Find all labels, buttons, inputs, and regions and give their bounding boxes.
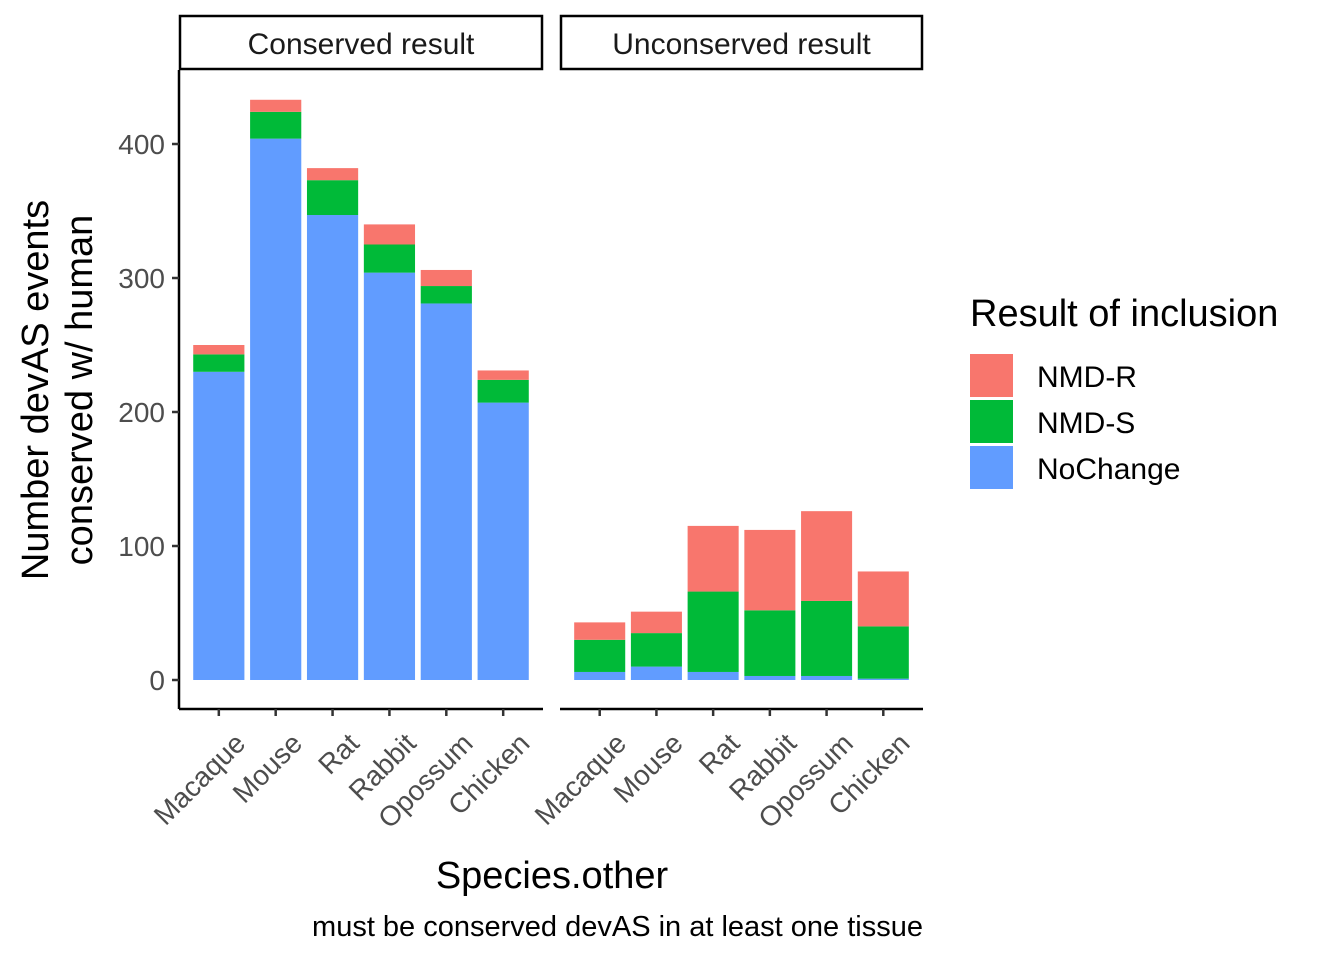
bar-nmd-s-opossum: [801, 600, 853, 676]
facet-strip-box: [559, 14, 924, 71]
legend-title: Result of inclusion: [970, 293, 1278, 335]
y-axis-title-line-2: conserved w/ human: [59, 215, 101, 566]
y-axis-title: Number devAS events conserved w/ human: [15, 200, 101, 580]
bar-nochange-rat: [687, 671, 739, 680]
bar-nochange-chicken: [857, 678, 909, 680]
legend-keys: NMD-R NMD-S NoChange: [970, 354, 1180, 489]
bar-nochange-opossum: [801, 675, 853, 680]
bar-nochange-rat: [306, 215, 359, 680]
bar-nmd-r-chicken: [857, 571, 909, 627]
bar-nmd-s-rat: [306, 180, 359, 216]
bar-nmd-r-rat: [687, 525, 739, 592]
legend-swatch: [970, 354, 1013, 397]
legend-label: NoChange: [1037, 453, 1180, 486]
y-tick-label: 300: [118, 263, 165, 294]
y-axis-title-line-1: Number devAS events: [15, 200, 57, 580]
bar-nmd-r-chicken: [477, 370, 529, 380]
bar-nmd-r-opossum: [420, 269, 472, 287]
bar-nochange-rabbit: [744, 675, 796, 680]
bar-nmd-s-chicken: [477, 379, 529, 403]
bar-nmd-r-macaque: [574, 622, 626, 640]
bar-nmd-s-opossum: [420, 286, 472, 304]
bar-nmd-s-rat: [687, 591, 739, 672]
bars: [193, 99, 529, 680]
facet-strip-label: Conserved result: [248, 28, 475, 61]
facet-strip-box: [178, 14, 544, 71]
bar-nmd-r-rabbit: [363, 224, 416, 245]
facet-strip-label: Unconserved result: [612, 28, 871, 61]
legend: Result of inclusion NMD-R NMD-S NoChange: [970, 293, 1278, 489]
bar-nochange-rabbit: [363, 272, 416, 680]
bar-nochange-mouse: [630, 666, 682, 680]
legend-swatch: [970, 400, 1013, 443]
bar-nochange-macaque: [574, 671, 626, 680]
bar-nmd-r-rabbit: [744, 529, 796, 611]
caption: must be conserved devAS in at least one …: [312, 911, 923, 943]
bar-nmd-s-macaque: [574, 639, 626, 672]
bar-nmd-r-rat: [306, 168, 359, 181]
bar-nmd-r-mouse: [630, 611, 682, 634]
bar-nochange-opossum: [420, 303, 472, 680]
facet-strip: Unconserved result: [559, 14, 924, 71]
bar-nmd-s-chicken: [857, 626, 909, 679]
bar-nochange-macaque: [193, 371, 245, 680]
y-axis: 0 100 200 300 400: [118, 70, 181, 709]
legend-swatch: [970, 446, 1013, 489]
bar-nmd-s-macaque: [193, 354, 245, 372]
bar-nochange-chicken: [477, 402, 529, 680]
facet-strip: Conserved result: [178, 14, 544, 71]
x-axis-title: Species.other: [436, 855, 669, 897]
legend-label: NMD-R: [1037, 361, 1137, 394]
legend-entry-nmd-r: NMD-R: [970, 354, 1137, 397]
bar-nmd-r-mouse: [250, 99, 302, 112]
bar-nmd-s-rabbit: [744, 610, 796, 676]
legend-entry-nmd-s: NMD-S: [970, 400, 1135, 443]
y-tick-label: 400: [118, 129, 165, 160]
legend-label: NMD-S: [1037, 407, 1135, 440]
bar-nmd-r-macaque: [193, 345, 245, 355]
bar-nochange-mouse: [250, 138, 302, 680]
bar-nmd-r-opossum: [801, 511, 853, 601]
bar-nmd-s-mouse: [250, 111, 302, 139]
y-tick-label: 200: [118, 397, 165, 428]
y-tick-label: 0: [149, 665, 165, 696]
bar-nmd-s-rabbit: [363, 244, 416, 273]
y-tick-label: 100: [118, 531, 165, 562]
legend-entry-nochange: NoChange: [970, 446, 1180, 489]
bars: [574, 511, 909, 680]
bar-nmd-s-mouse: [630, 633, 682, 667]
